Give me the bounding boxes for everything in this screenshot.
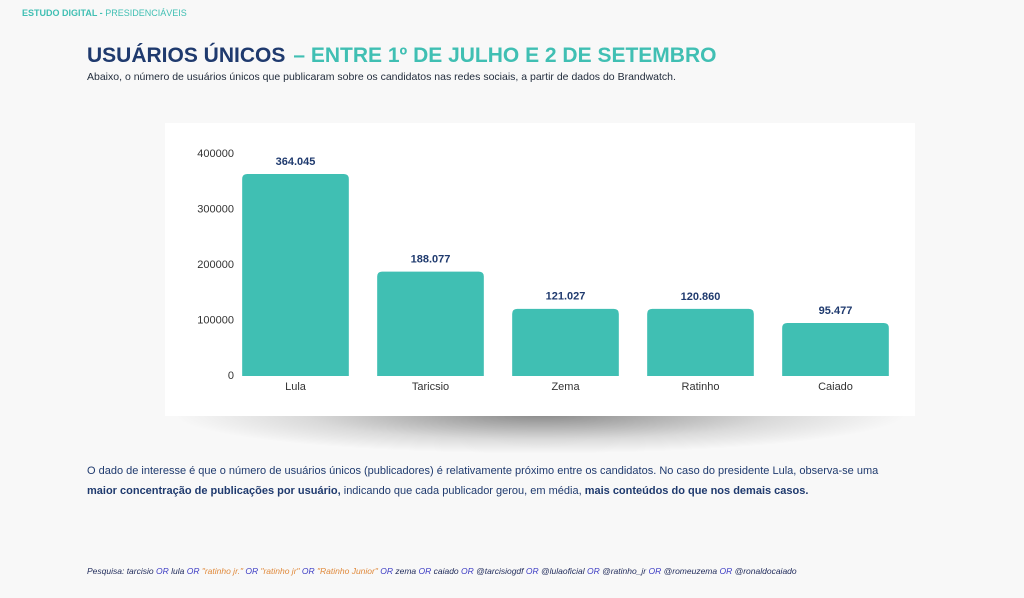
query-term: OR bbox=[418, 566, 432, 576]
body-segment: maior concentração de publicações por us… bbox=[87, 485, 341, 497]
bar bbox=[782, 323, 889, 376]
value-label: 121.027 bbox=[546, 291, 586, 303]
body-segment: indicando que cada publicador gerou, em … bbox=[340, 485, 585, 497]
y-tick-label: 300000 bbox=[197, 203, 234, 215]
y-tick-label: 100000 bbox=[197, 314, 234, 326]
query-term: OR bbox=[245, 566, 259, 576]
header-label: ESTUDO DIGITAL - bbox=[22, 8, 103, 18]
query-term: @tarcisiogdf bbox=[473, 566, 526, 576]
title: USUÁRIOS ÚNICOS – ENTRE 1º DE JULHO E 2 D… bbox=[87, 44, 716, 68]
query-term: OR bbox=[525, 566, 539, 576]
query-term: OR bbox=[186, 566, 200, 576]
card-shadow bbox=[170, 414, 910, 454]
title-range: – ENTRE 1º DE JULHO E 2 DE SETEMBRO bbox=[293, 44, 717, 67]
x-tick-label: Ratinho bbox=[682, 381, 720, 393]
footer-query: Pesquisa: tarcisio OR lula OR "ratinho j… bbox=[87, 566, 797, 576]
query-term: OR bbox=[155, 566, 169, 576]
value-label: 120.860 bbox=[681, 291, 721, 303]
query-term: OR bbox=[719, 566, 733, 576]
x-tick-label: Taricsio bbox=[412, 381, 449, 393]
body-segment: O dado de interesse é que o número de us… bbox=[87, 465, 882, 477]
query-term: @ronaldocaiado bbox=[732, 566, 797, 576]
query-term: @ratinho_jr bbox=[599, 566, 649, 576]
x-tick-label: Zema bbox=[551, 381, 580, 393]
value-label: 95.477 bbox=[819, 305, 853, 317]
chart: 0 100000 200000 300000 400000 Lula 364.045 Tari… bbox=[197, 148, 889, 393]
bar bbox=[242, 173, 349, 376]
query-term: "Ratinho Junior" bbox=[314, 566, 381, 576]
query-term: OR bbox=[586, 566, 600, 576]
query-term: OR bbox=[648, 566, 662, 576]
query-term: @lulaoficial bbox=[538, 566, 587, 576]
query-term: zema bbox=[392, 566, 419, 576]
body-text: O dado de interesse é que o número de us… bbox=[87, 461, 887, 501]
y-tick-label: 400000 bbox=[197, 148, 234, 160]
title-main: USUÁRIOS ÚNICOS bbox=[87, 44, 286, 67]
query-term: lula bbox=[168, 566, 187, 576]
body-segment: mais conteúdos do que nos demais casos. bbox=[584, 485, 809, 497]
query-term: "ratinho jr" bbox=[258, 566, 302, 576]
header: ESTUDO DIGITAL - PRESIDENCIÁVEIS bbox=[22, 8, 187, 18]
x-tick-label: Caiado bbox=[818, 381, 853, 393]
value-label: 188.077 bbox=[411, 254, 451, 266]
query-term: @romeuzema bbox=[661, 566, 720, 576]
value-label: 364.045 bbox=[276, 156, 316, 168]
bar bbox=[647, 308, 754, 376]
query-term: caiado bbox=[431, 566, 462, 576]
bar bbox=[377, 271, 484, 376]
query-term: Pesquisa: tarcisio bbox=[87, 566, 156, 576]
query-term: "ratinho jr." bbox=[199, 566, 246, 576]
y-tick-label: 200000 bbox=[197, 259, 234, 271]
query-term: OR bbox=[461, 566, 474, 576]
query-term: OR bbox=[380, 566, 393, 576]
bar bbox=[512, 308, 619, 376]
header-section: PRESIDENCIÁVEIS bbox=[105, 8, 187, 18]
x-tick-label: Lula bbox=[285, 381, 307, 393]
query-term: OR bbox=[301, 566, 315, 576]
subtitle: Abaixo, o número de usuários únicos que … bbox=[87, 71, 676, 83]
y-tick-label: 0 bbox=[228, 370, 234, 382]
